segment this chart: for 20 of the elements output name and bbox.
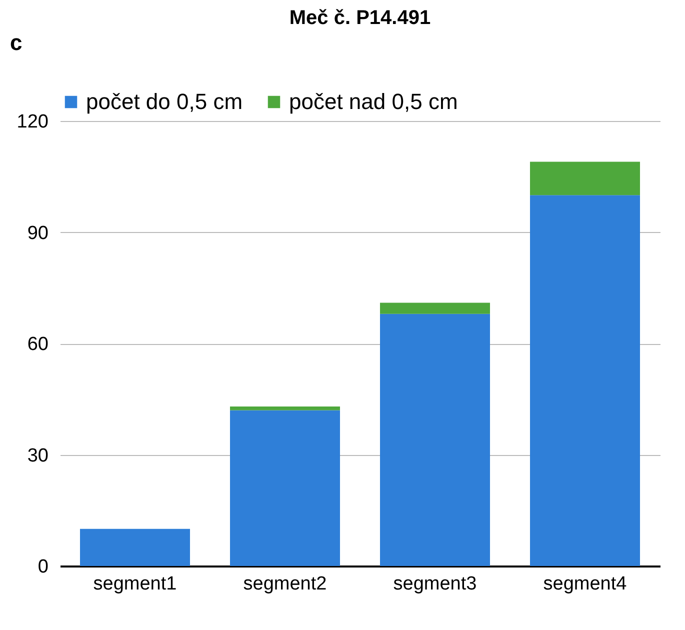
bar: [380, 314, 490, 566]
y-tick-label: 60: [27, 334, 48, 355]
bar: [80, 528, 190, 566]
bar: [530, 195, 640, 566]
legend-label: počet do 0,5 cm: [86, 89, 243, 114]
bar: [230, 410, 340, 566]
y-tick-label: 30: [27, 445, 48, 466]
x-tick-label: segment4: [543, 574, 628, 594]
y-tick-label: 120: [16, 112, 48, 132]
bar: [530, 162, 640, 196]
bar: [230, 406, 340, 410]
y-tick-label: 90: [27, 222, 48, 244]
bar: [380, 302, 490, 314]
x-tick-label: segment1: [93, 574, 177, 594]
chart-title: Meč č. P14.491: [289, 7, 431, 29]
x-tick-label: segment2: [243, 574, 327, 594]
text: c: [10, 30, 22, 55]
y-tick-label: 0: [38, 556, 48, 578]
legend-label: počet nad 0,5 cm: [289, 89, 458, 114]
x-tick-label: segment3: [393, 574, 477, 594]
